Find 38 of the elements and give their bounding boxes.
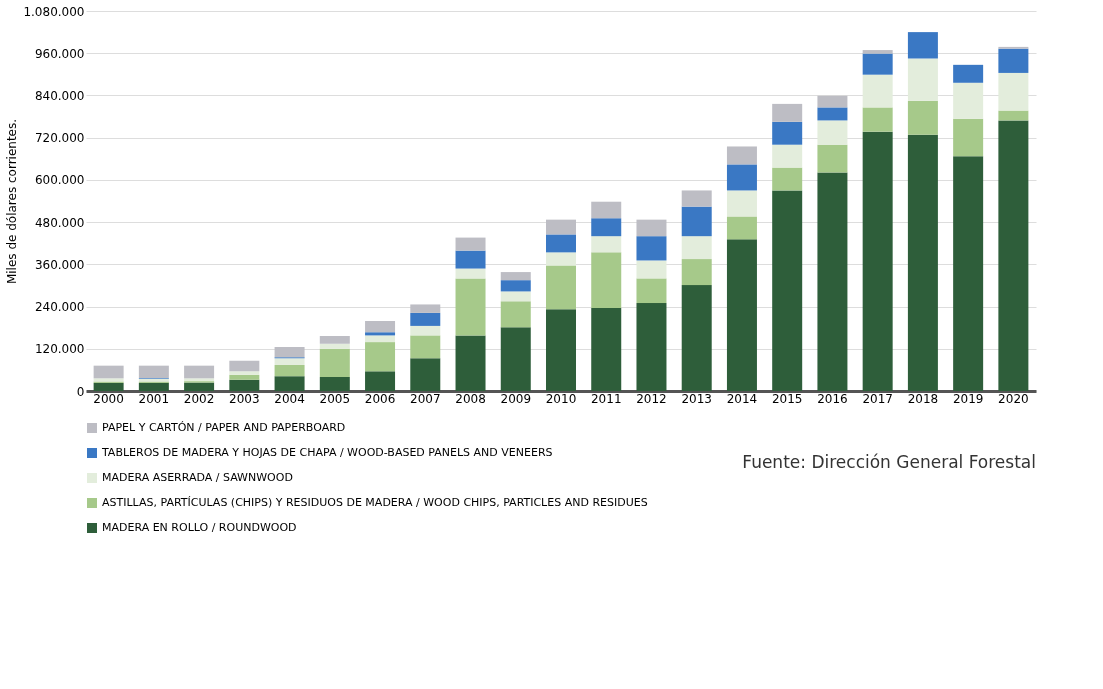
x-tick-label: 2013 bbox=[681, 391, 712, 406]
y-tick-label: 1.080.000 bbox=[23, 4, 85, 19]
legend-label: PAPEL Y CARTÓN / PAPER AND PAPERBOARD bbox=[102, 421, 346, 434]
legend-label: TABLEROS DE MADERA Y HOJAS DE CHAPA / WOOD-BASED PANELS AND VENEERS bbox=[101, 446, 553, 459]
x-tick-label: 2014 bbox=[726, 391, 758, 406]
x-tick-label: 2010 bbox=[545, 391, 577, 406]
x-tick-label: 2019 bbox=[952, 391, 984, 406]
x-tick-label: 2000 bbox=[93, 391, 124, 406]
x-tick-label: 2005 bbox=[319, 391, 351, 406]
x-tick-label: 2016 bbox=[817, 391, 848, 406]
legend-label: MADERA EN ROLLO / ROUNDWOOD bbox=[102, 521, 297, 534]
x-tick-label: 2017 bbox=[862, 391, 893, 406]
x-tick-label: 2008 bbox=[455, 391, 486, 406]
x-tick-label: 2015 bbox=[771, 391, 803, 406]
x-tick-label: 2003 bbox=[229, 391, 260, 406]
y-tick-label: 840.000 bbox=[34, 88, 85, 103]
y-tick-label: 0 bbox=[76, 384, 85, 399]
x-tick-label: 2007 bbox=[410, 391, 441, 406]
x-tick-label: 2006 bbox=[364, 391, 396, 406]
y-tick-label: 600.000 bbox=[34, 173, 85, 188]
y-tick-label: 120.000 bbox=[34, 342, 85, 357]
x-tick-label: 2002 bbox=[183, 391, 215, 406]
x-tick-label: 2004 bbox=[274, 391, 305, 406]
x-tick-label: 2018 bbox=[907, 391, 939, 406]
y-tick-label: 720.000 bbox=[34, 131, 85, 146]
x-tick-label: 2012 bbox=[636, 391, 667, 406]
y-axis-title: Miles de dólares corrientes. bbox=[5, 118, 20, 285]
y-tick-label: 960.000 bbox=[34, 46, 85, 61]
y-tick-label: 240.000 bbox=[34, 300, 85, 315]
y-tick-label: 480.000 bbox=[34, 215, 85, 230]
legend-label: ASTILLAS, PARTÍCULAS (CHIPS) Y RESIDUOS DE MADERA / WOOD CHIPS, PARTICLES AND RESIDUES bbox=[102, 496, 648, 509]
x-tick-label: 2011 bbox=[590, 391, 622, 406]
x-tick-label: 2020 bbox=[998, 391, 1029, 406]
x-tick-label: 2001 bbox=[138, 391, 170, 406]
x-tick-label: 2009 bbox=[500, 391, 532, 406]
legend-label: MADERA ASERRADA / SAWNWOOD bbox=[102, 471, 293, 484]
y-tick-label: 360.000 bbox=[34, 257, 85, 272]
source-note: Fuente: Dirección General Forestal bbox=[742, 452, 1036, 472]
